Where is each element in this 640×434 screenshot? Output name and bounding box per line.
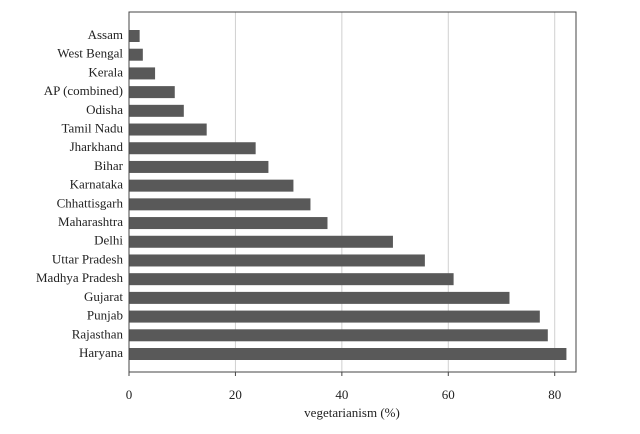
- y-tick-label: Rajasthan: [72, 326, 124, 341]
- bar: [129, 348, 567, 360]
- x-axis-label: vegetarianism (%): [304, 405, 400, 420]
- y-tick-label: Kerala: [88, 64, 123, 79]
- x-tick-label: 40: [335, 387, 348, 402]
- bar: [129, 123, 207, 136]
- x-tick-label: 60: [442, 387, 455, 402]
- bar: [129, 198, 311, 211]
- bar: [129, 86, 175, 99]
- bar: [129, 310, 540, 323]
- bar: [129, 254, 425, 267]
- bar: [129, 329, 548, 342]
- y-tick-label: Madhya Pradesh: [36, 270, 124, 285]
- y-tick-label: Assam: [88, 27, 123, 42]
- y-tick-label: West Bengal: [57, 46, 123, 61]
- bar: [129, 104, 184, 117]
- plot-frame: [128, 11, 577, 373]
- bar: [129, 67, 156, 80]
- y-tick-label: Jharkhand: [70, 139, 124, 154]
- y-tick-label: Karnataka: [70, 177, 124, 192]
- y-tick-label: Chhattisgarh: [57, 195, 124, 210]
- y-tick-label: Odisha: [86, 102, 123, 117]
- y-tick-label: Delhi: [94, 233, 123, 248]
- y-tick-label: AP (combined): [44, 83, 123, 98]
- y-tick-label: Tamil Nadu: [61, 121, 123, 136]
- bar: [129, 30, 140, 42]
- y-tick-label: Haryana: [79, 345, 123, 360]
- bar: [129, 291, 510, 304]
- x-tick-label: 0: [126, 387, 133, 402]
- bar: [129, 273, 454, 286]
- bar: [129, 160, 269, 173]
- y-tick-label: Punjab: [87, 308, 123, 323]
- bar: [129, 235, 393, 248]
- bar: [129, 142, 256, 155]
- y-tick-label: Gujarat: [84, 289, 123, 304]
- bar: [129, 179, 294, 192]
- x-tick-label: 80: [548, 387, 561, 402]
- y-tick-label: Maharashtra: [58, 214, 123, 229]
- bar: [129, 48, 143, 61]
- x-tick-label: 20: [229, 387, 242, 402]
- bar: [129, 217, 328, 230]
- y-tick-label: Uttar Pradesh: [52, 251, 124, 266]
- y-tick-label: Bihar: [94, 158, 124, 173]
